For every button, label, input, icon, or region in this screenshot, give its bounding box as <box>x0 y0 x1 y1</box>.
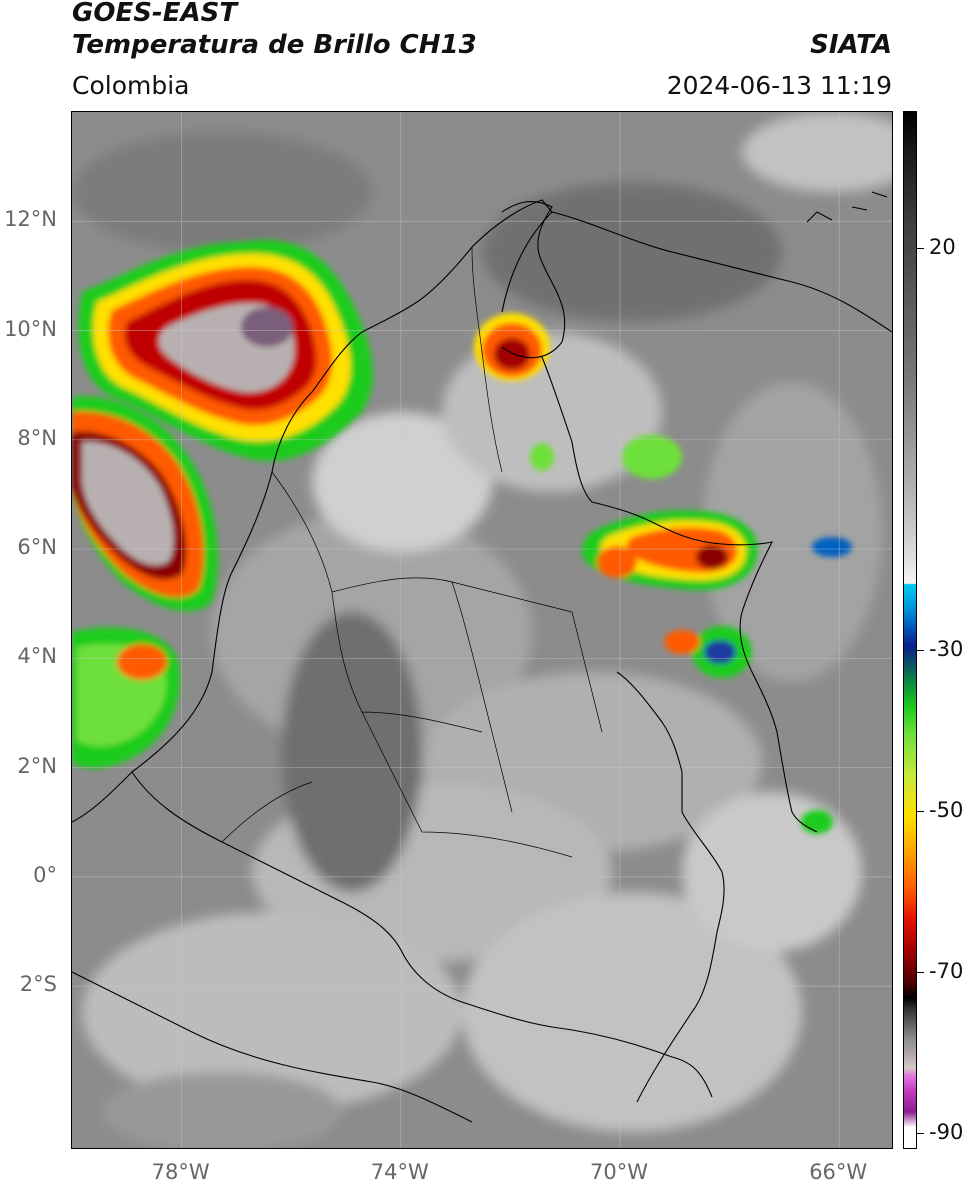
storm-llanos <box>530 435 852 834</box>
lat-tick-label: 8°N <box>17 425 57 450</box>
colorbar-tick <box>917 971 924 973</box>
venezuela-coast <box>551 211 892 333</box>
cloud-texture <box>72 112 892 1148</box>
colorbar-tick <box>917 1132 924 1134</box>
lon-tick-label: 74°W <box>370 1160 429 1184</box>
colorbar-tick-label: -90 <box>929 1119 964 1144</box>
colombia-venezuela-border <box>541 356 818 833</box>
colorbar-tick-label: 20 <box>929 234 956 259</box>
guajira-peninsula <box>501 201 566 359</box>
satellite-title: GOES-EAST <box>72 0 238 28</box>
dept-lines <box>221 246 603 858</box>
lat-tick-label: 6°N <box>17 535 57 560</box>
colombia-brazil-border <box>616 671 725 1103</box>
region-label: Colombia <box>72 71 190 100</box>
pacific-coast <box>72 971 473 1123</box>
product-title: Temperatura de Brillo CH13 <box>72 30 477 60</box>
colorbar-tick-label: -70 <box>929 958 964 983</box>
islands <box>806 191 888 223</box>
colombia-border <box>72 199 553 823</box>
colorbar-tick <box>917 811 924 813</box>
lat-tick-label: 12°N <box>4 207 57 232</box>
lat-tick-label: 4°N <box>17 644 57 669</box>
storm-pacific-south <box>72 627 181 769</box>
agency-label: SIATA <box>810 30 892 60</box>
lat-tick-label: 2°S <box>19 972 57 997</box>
colorbar-tick <box>917 247 924 249</box>
lat-tick-label: 10°N <box>4 316 57 341</box>
lat-tick-label: 2°N <box>17 753 57 778</box>
colorbar-tick-label: -30 <box>929 637 964 662</box>
colorbar-tick <box>917 650 924 652</box>
timestamp-label: 2024-06-13 11:19 <box>666 71 892 100</box>
lon-tick-label: 66°W <box>809 1160 868 1184</box>
graticule <box>72 112 892 1148</box>
satellite-map[interactable] <box>71 111 893 1149</box>
storm-caribbean-panama <box>78 240 373 461</box>
colombia-ecuador-peru-border <box>131 771 713 1098</box>
colorbar-tick-label: -50 <box>929 798 964 823</box>
lon-tick-label: 78°W <box>151 1160 210 1184</box>
colorbar <box>903 111 917 1149</box>
lat-tick-label: 0° <box>33 862 57 887</box>
lon-tick-label: 70°W <box>590 1160 648 1184</box>
coastlines-borders <box>72 191 892 1123</box>
storm-maracaibo <box>474 313 550 381</box>
